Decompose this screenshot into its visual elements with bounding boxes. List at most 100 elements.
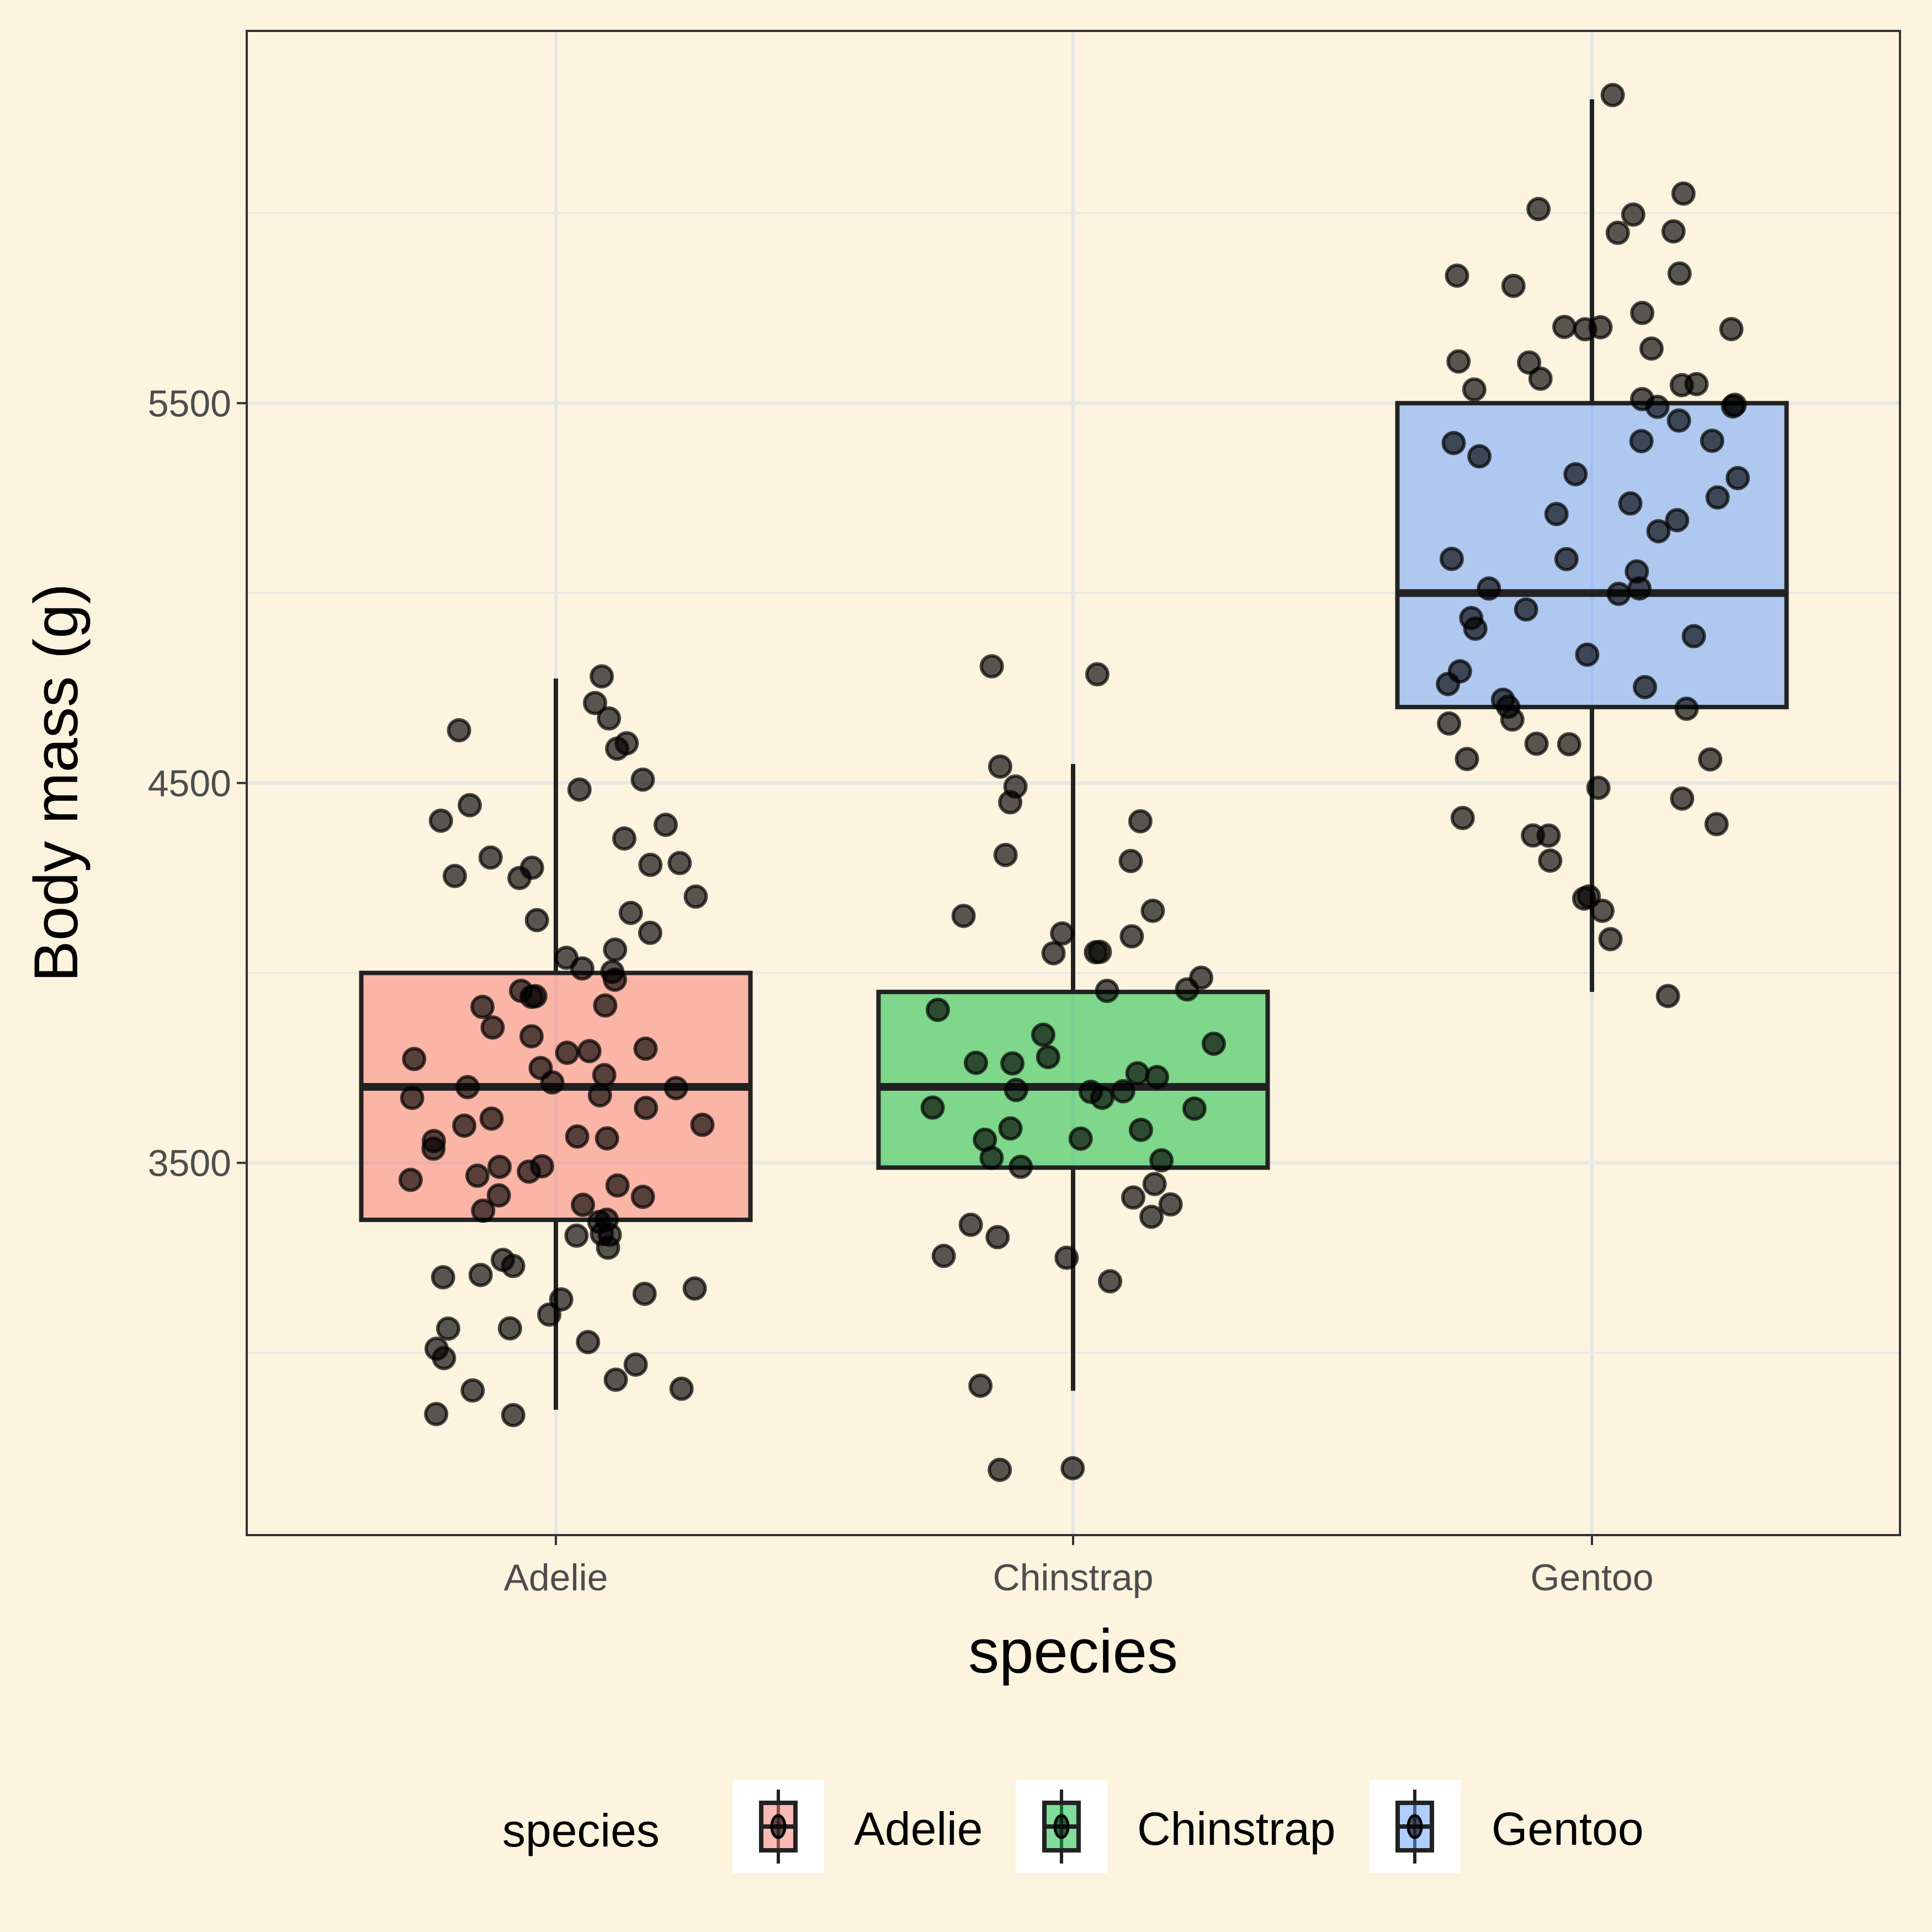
y-tick-label: 3500 xyxy=(148,1143,231,1185)
data-point xyxy=(1572,886,1596,911)
legend-title: species xyxy=(502,1804,660,1856)
data-point xyxy=(1201,1031,1226,1056)
data-point xyxy=(442,863,467,888)
data-point xyxy=(633,1036,658,1061)
data-point xyxy=(1670,786,1695,811)
data-point xyxy=(465,1163,490,1188)
data-point xyxy=(1538,848,1563,873)
data-point xyxy=(1719,317,1744,342)
data-point xyxy=(479,1106,504,1131)
legend-label: Chinstrap xyxy=(1137,1803,1336,1855)
data-point xyxy=(602,967,627,992)
data-point xyxy=(1467,444,1492,469)
data-point xyxy=(480,1015,505,1040)
data-point xyxy=(452,1113,477,1138)
data-point xyxy=(1437,711,1462,736)
data-point xyxy=(428,808,453,833)
data-point xyxy=(988,754,1012,779)
data-point xyxy=(582,691,607,715)
data-point xyxy=(1552,315,1577,339)
data-point xyxy=(1139,1204,1164,1229)
data-point xyxy=(1665,508,1690,533)
data-point xyxy=(1674,696,1699,721)
data-point xyxy=(486,1183,511,1208)
data-point xyxy=(540,1070,565,1095)
data-point xyxy=(1060,1456,1085,1480)
data-point xyxy=(1098,1269,1123,1294)
box-iqr xyxy=(359,970,753,1222)
data-point xyxy=(1175,977,1199,1002)
data-point xyxy=(614,731,639,756)
data-point xyxy=(1128,1117,1153,1142)
legend-label: Adelie xyxy=(854,1803,983,1855)
data-point xyxy=(1618,491,1643,516)
data-point xyxy=(447,718,471,742)
data-point xyxy=(1655,984,1680,1009)
data-point xyxy=(1500,707,1525,732)
legend-item-adelie: Adelie xyxy=(733,1780,983,1873)
data-point xyxy=(1439,546,1464,571)
data-point xyxy=(487,1154,512,1179)
data-point xyxy=(470,995,495,1020)
data-point xyxy=(1121,1185,1145,1210)
data-point xyxy=(523,984,548,1009)
data-point xyxy=(1095,979,1119,1004)
data-point xyxy=(1441,431,1466,455)
data-point xyxy=(564,1223,589,1248)
x-axis-title: species xyxy=(968,1617,1178,1686)
data-point xyxy=(1605,220,1630,245)
data-point xyxy=(1671,181,1696,206)
x-tick-label: Gentoo xyxy=(1530,1557,1653,1599)
data-point xyxy=(458,793,482,818)
data-point xyxy=(1128,809,1153,834)
data-point xyxy=(1521,823,1546,848)
data-point xyxy=(517,1159,542,1184)
data-point xyxy=(1436,672,1461,697)
data-point xyxy=(1125,1061,1150,1086)
data-point xyxy=(618,900,643,925)
y-axis-title: Body mass (g) xyxy=(22,583,91,982)
box-adelie xyxy=(359,678,753,1410)
data-point xyxy=(1726,466,1750,491)
data-point xyxy=(1681,624,1706,649)
data-point xyxy=(1526,197,1551,221)
data-point xyxy=(1182,1096,1207,1121)
data-point xyxy=(1446,349,1471,374)
data-point xyxy=(421,1129,446,1154)
data-point xyxy=(497,1316,522,1341)
x-tick-label: Adelie xyxy=(503,1557,608,1599)
data-point xyxy=(979,1145,1004,1170)
data-point xyxy=(432,1346,457,1371)
data-point xyxy=(501,1254,526,1278)
data-point xyxy=(1704,811,1729,836)
data-point xyxy=(683,884,708,909)
legend-item-chinstrap: Chinstrap xyxy=(1016,1780,1336,1873)
data-point xyxy=(1118,848,1143,873)
data-point xyxy=(1600,83,1625,108)
data-point xyxy=(1524,731,1549,756)
data-point xyxy=(1004,1078,1028,1102)
data-point xyxy=(1445,263,1469,288)
data-point xyxy=(1054,1245,1079,1270)
data-point xyxy=(951,904,976,928)
data-point xyxy=(468,1262,493,1287)
data-point xyxy=(1517,350,1542,375)
data-point xyxy=(576,1330,601,1355)
data-point xyxy=(595,1126,619,1151)
data-point xyxy=(592,1063,617,1087)
data-point xyxy=(1050,921,1075,946)
data-point xyxy=(669,1376,694,1401)
y-axis: 3500 4500 5500 xyxy=(148,383,247,1185)
data-point xyxy=(1140,898,1165,923)
data-point xyxy=(1514,597,1538,622)
data-point xyxy=(630,1185,655,1209)
y-tick-label: 5500 xyxy=(148,383,231,424)
data-point xyxy=(1700,428,1724,453)
legend: species Adelie Chinstrap Gentoo xyxy=(502,1780,1644,1873)
x-tick-label: Chinstrap xyxy=(992,1557,1153,1599)
data-point xyxy=(1667,261,1692,286)
data-point xyxy=(988,1457,1012,1482)
data-point xyxy=(1087,940,1112,964)
data-point xyxy=(1462,377,1487,402)
data-point xyxy=(1031,1022,1055,1047)
